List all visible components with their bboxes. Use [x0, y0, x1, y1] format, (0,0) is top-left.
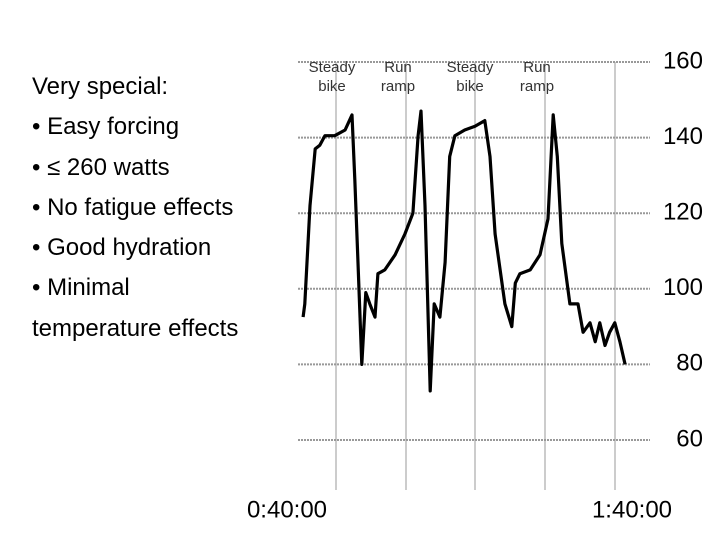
y-tick-label: 120 [663, 199, 703, 226]
y-tick-label: 140 [663, 123, 703, 150]
note-line: Very special: [32, 73, 169, 100]
annotation: Run ramp [519, 59, 555, 95]
x-tick-label: 1:40:00 [592, 496, 672, 523]
x-tick-label: 0:40:00 [247, 496, 327, 523]
note-line: • ≤ 260 watts [32, 153, 170, 181]
line-series [301, 109, 627, 393]
note-line: • Good hydration [32, 234, 212, 262]
note-line: • Minimal temperature effects [32, 274, 239, 342]
notes: Very special: • Easy forcing • ≤ 260 watts… [32, 67, 247, 349]
annotation: Run ramp [380, 59, 416, 95]
note-line: • Easy forcing [32, 113, 180, 141]
annotation: Steady bike [446, 59, 494, 95]
y-tick-label: 60 [676, 425, 703, 452]
y-tick-label: 80 [676, 350, 703, 377]
y-tick-label: 100 [663, 274, 703, 301]
y-tick-label: 160 [663, 47, 703, 74]
note-line: • No fatigue effects [32, 193, 234, 221]
annotation: Steady bike [308, 59, 356, 95]
